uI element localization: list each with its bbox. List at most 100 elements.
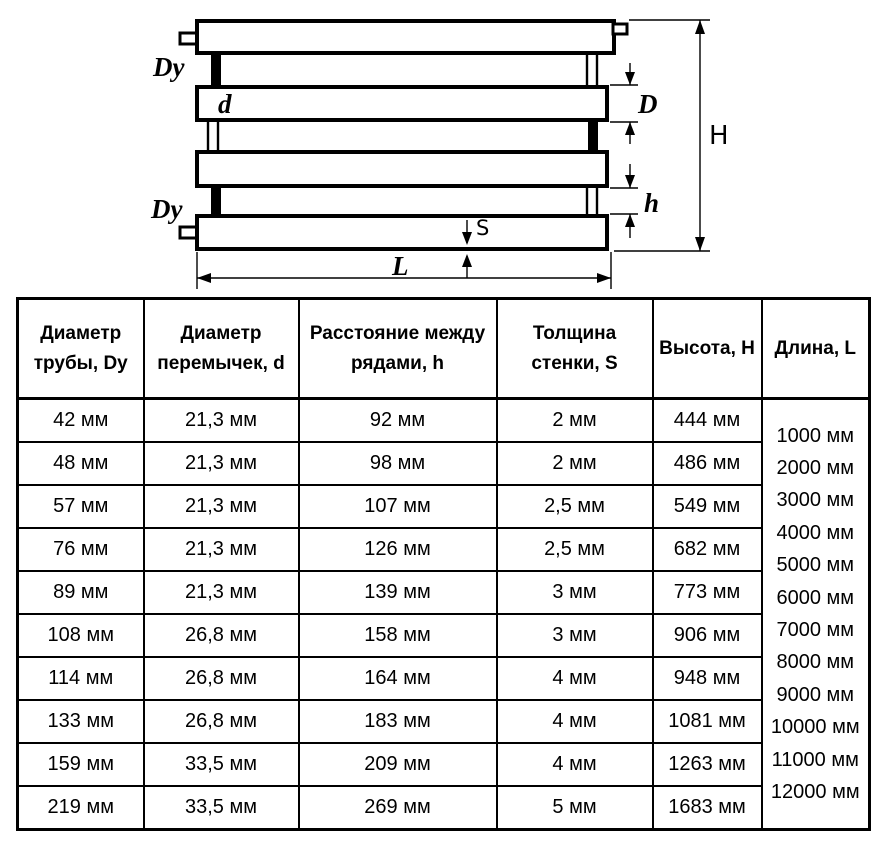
table-row: 57 мм 21,3 мм 107 мм 2,5 мм 549 мм bbox=[16, 484, 870, 529]
cell-h: 92 мм bbox=[297, 397, 498, 443]
cell-dy: 76 мм bbox=[16, 527, 145, 572]
dimension-D: D bbox=[610, 63, 658, 144]
header-length-l: Длина, L bbox=[760, 297, 871, 400]
cell-h: 209 мм bbox=[297, 742, 498, 787]
table-row: 89 мм 21,3 мм 139 мм 3 мм 773 мм bbox=[16, 570, 870, 615]
jumper-left-tube3-tube4 bbox=[211, 184, 221, 218]
outlet-stub-top-right bbox=[611, 22, 629, 36]
register-technical-drawing: D h H S L Dy Dy d bbox=[150, 19, 729, 289]
jumper-left-tube1-tube2 bbox=[211, 53, 221, 89]
label-H: H bbox=[709, 121, 729, 151]
cell-h: 269 мм bbox=[297, 785, 498, 831]
header-row-spacing-h: Расстояние между рядами, h bbox=[297, 297, 498, 400]
cell-d: 26,8 мм bbox=[142, 656, 300, 701]
cell-height: 549 мм bbox=[651, 484, 763, 529]
length-option: 7000 мм bbox=[776, 619, 855, 641]
cell-height: 682 мм bbox=[651, 527, 763, 572]
cell-d: 21,3 мм bbox=[142, 441, 300, 486]
cell-height: 1683 мм bbox=[651, 785, 763, 831]
cell-height: 906 мм bbox=[651, 613, 763, 658]
length-option: 10000 мм bbox=[770, 716, 860, 739]
cell-height: 948 мм bbox=[651, 656, 763, 701]
cell-height: 1263 мм bbox=[651, 742, 763, 787]
label-dy-top: Dy bbox=[152, 52, 185, 82]
cell-s: 2,5 мм bbox=[495, 527, 654, 572]
cell-dy: 42 мм bbox=[16, 397, 145, 443]
cell-dy: 114 мм bbox=[16, 656, 145, 701]
length-option: 2000 мм bbox=[776, 456, 855, 479]
table-row: 133 мм 26,8 мм 183 мм 4 мм 1081 мм bbox=[16, 699, 870, 744]
cell-dy: 57 мм bbox=[16, 484, 145, 529]
cell-d: 21,3 мм bbox=[142, 570, 300, 615]
cell-h: 107 мм bbox=[297, 484, 498, 529]
cell-d: 26,8 мм bbox=[142, 613, 300, 658]
label-dy-bottom: Dy bbox=[150, 194, 183, 224]
jumper-right-tube2-tube3 bbox=[588, 118, 598, 154]
header-height-h: Высота, H bbox=[651, 297, 763, 400]
cell-d: 33,5 мм bbox=[142, 742, 300, 787]
cell-s: 2 мм bbox=[495, 397, 654, 443]
length-option: 3000 мм bbox=[776, 489, 855, 512]
cell-h: 183 мм bbox=[297, 699, 498, 744]
cell-s: 3 мм bbox=[495, 613, 654, 658]
table-row: 219 мм 33,5 мм 269 мм 5 мм 1683 мм bbox=[16, 785, 870, 831]
cell-h: 98 мм bbox=[297, 441, 498, 486]
cell-height: 773 мм bbox=[651, 570, 763, 615]
header-row: Диаметр трубы, Dy Диаметр перемычек, d Р… bbox=[16, 297, 871, 400]
cell-dy: 48 мм bbox=[16, 441, 145, 486]
cell-h: 158 мм bbox=[297, 613, 498, 658]
label-S: S bbox=[476, 216, 489, 240]
cell-dy: 108 мм bbox=[16, 613, 145, 658]
cell-d: 21,3 мм bbox=[142, 527, 300, 572]
cell-s: 4 мм bbox=[495, 699, 654, 744]
tube-1 bbox=[195, 19, 616, 55]
table-row: 159 мм 33,5 мм 209 мм 4 мм 1263 мм bbox=[16, 742, 870, 787]
cell-s: 2,5 мм bbox=[495, 484, 654, 529]
tube-4 bbox=[195, 214, 609, 251]
cell-dy: 89 мм bbox=[16, 570, 145, 615]
cell-height: 444 мм bbox=[651, 397, 763, 443]
cell-d: 33,5 мм bbox=[142, 785, 300, 831]
dimension-H: H bbox=[614, 19, 729, 252]
cell-h: 126 мм bbox=[297, 527, 498, 572]
dimension-S: S bbox=[462, 216, 489, 278]
length-option: 1000 мм bbox=[776, 424, 855, 447]
length-option: 6000 мм bbox=[776, 586, 855, 609]
cell-d: 21,3 мм bbox=[142, 397, 300, 443]
cell-d: 21,3 мм bbox=[142, 484, 300, 529]
cell-s: 4 мм bbox=[495, 742, 654, 787]
cell-h: 139 мм bbox=[297, 570, 498, 615]
length-option: 5000 мм bbox=[776, 554, 855, 577]
cell-d: 26,8 мм bbox=[142, 699, 300, 744]
label-d: d bbox=[218, 89, 232, 119]
tube-2 bbox=[195, 85, 609, 122]
label-L: L bbox=[391, 251, 409, 281]
cell-lengths-merged: 1000 мм 2000 мм 3000 мм 4000 мм 5000 мм … bbox=[760, 397, 871, 831]
table-row: 48 мм 21,3 мм 98 мм 2 мм 486 мм bbox=[16, 441, 870, 486]
cell-s: 2 мм bbox=[495, 441, 654, 486]
length-option: 4000 мм bbox=[776, 521, 855, 544]
length-option: 11000 мм bbox=[771, 748, 859, 771]
header-diameter-d: Диаметр перемычек, d bbox=[142, 297, 300, 400]
header-diameter-dy: Диаметр трубы, Dy bbox=[16, 297, 145, 400]
tube-3 bbox=[195, 150, 609, 188]
dimension-L: L bbox=[196, 251, 612, 289]
register-spec-table: Диаметр трубы, Dy Диаметр перемычек, d Р… bbox=[16, 297, 871, 831]
cell-dy: 159 мм bbox=[16, 742, 145, 787]
header-wall-thickness-s: Толщина стенки, S bbox=[495, 297, 654, 400]
length-option: 12000 мм bbox=[770, 781, 860, 804]
cell-height: 486 мм bbox=[651, 441, 763, 486]
cell-height: 1081 мм bbox=[651, 699, 763, 744]
label-D: D bbox=[637, 89, 658, 119]
cell-h: 164 мм bbox=[297, 656, 498, 701]
cell-dy: 133 мм bbox=[16, 699, 145, 744]
length-option: 9000 мм bbox=[776, 683, 855, 706]
table-row: 76 мм 21,3 мм 126 мм 2,5 мм 682 мм bbox=[16, 527, 870, 572]
table-row: 42 мм 21,3 мм 92 мм 2 мм 444 мм 1000 мм … bbox=[16, 397, 871, 831]
table-row: 114 мм 26,8 мм 164 мм 4 мм 948 мм bbox=[16, 656, 870, 701]
length-option: 8000 мм bbox=[776, 651, 855, 674]
table-row: 108 мм 26,8 мм 158 мм 3 мм 906 мм bbox=[16, 613, 870, 658]
cell-s: 3 мм bbox=[495, 570, 654, 615]
cell-dy: 219 мм bbox=[16, 785, 145, 831]
dimension-h: h bbox=[610, 164, 659, 238]
